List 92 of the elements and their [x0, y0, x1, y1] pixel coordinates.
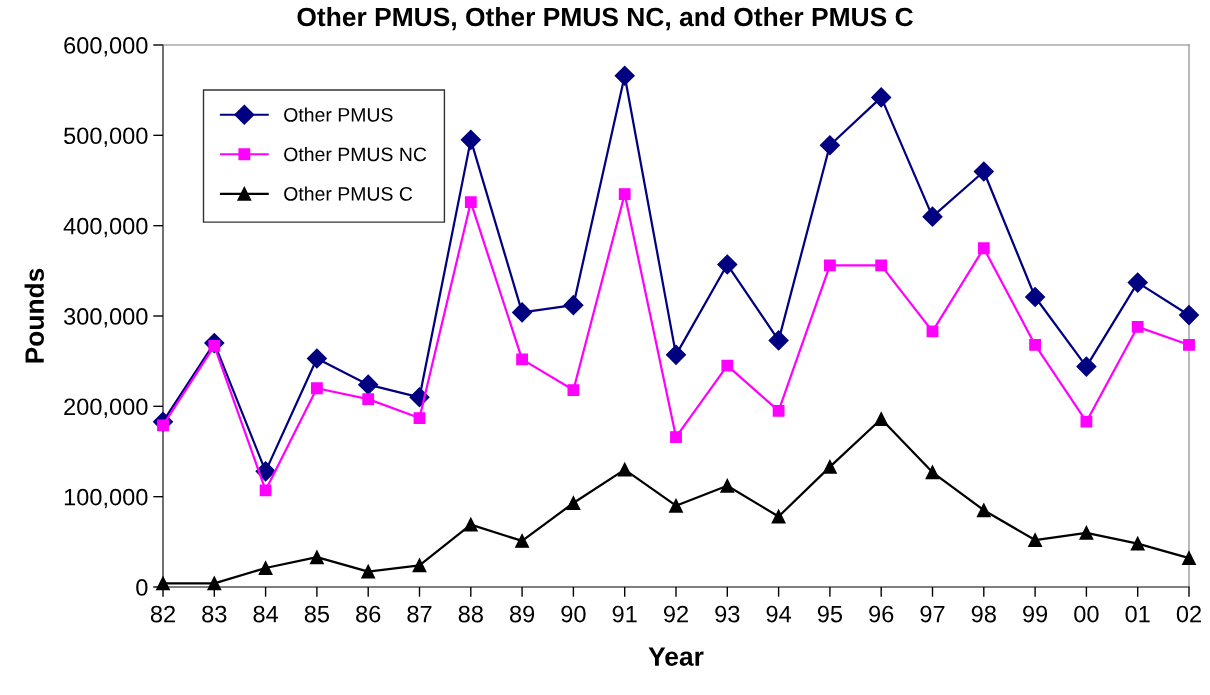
x-tick-label: 87 [407, 605, 432, 623]
y-tick-label: 100,000 [64, 488, 148, 509]
point [207, 576, 222, 591]
point [768, 330, 789, 351]
point [464, 196, 477, 209]
point [460, 129, 481, 150]
point [822, 459, 837, 474]
point [1025, 287, 1046, 308]
point [515, 533, 530, 548]
point [925, 465, 940, 480]
y-axis-title: Pounds [24, 268, 44, 363]
legend-label: Other PMUS [284, 107, 393, 122]
point [922, 206, 943, 227]
y-tick-label: 300,000 [63, 308, 148, 328]
point [258, 561, 273, 575]
point [973, 161, 994, 182]
point [255, 461, 276, 482]
x-tick-label: 00 [1074, 605, 1099, 623]
point [874, 412, 889, 426]
x-tick-label: 82 [150, 605, 175, 623]
x-axis-title: Year [648, 647, 704, 666]
point [463, 517, 478, 532]
x-tick-label: 99 [1023, 605, 1048, 623]
point [362, 393, 375, 406]
x-tick-label: 94 [766, 605, 792, 623]
y-tick-label: 0 [136, 579, 148, 596]
point [1131, 320, 1144, 333]
point [516, 353, 529, 366]
point [819, 135, 840, 156]
x-tick-label: 01 [1125, 605, 1150, 623]
y-tick-label: 200,000 [64, 398, 148, 418]
point [618, 188, 631, 200]
point [617, 462, 632, 477]
point [1029, 339, 1042, 351]
point [772, 404, 785, 417]
legend-label: Other PMUS NC [284, 146, 427, 162]
point [567, 384, 580, 396]
point [1080, 415, 1093, 428]
point [306, 348, 327, 369]
point [926, 325, 939, 338]
point [1130, 536, 1145, 551]
point [720, 478, 735, 493]
point [1028, 533, 1043, 547]
x-tick-label: 96 [869, 605, 894, 623]
point [566, 496, 581, 510]
chart-title: Other PMUS, Other PMUS NC, and Other PMUS C [297, 6, 913, 31]
point [875, 259, 888, 272]
x-tick-label: 88 [458, 605, 483, 623]
x-tick-label: 83 [202, 605, 227, 623]
point [669, 498, 683, 513]
point [310, 382, 323, 395]
x-tick-label: 93 [715, 605, 740, 623]
point [670, 431, 682, 443]
point [1079, 525, 1094, 540]
point [361, 564, 376, 579]
point [1076, 356, 1097, 377]
point [823, 259, 836, 272]
point [665, 344, 687, 365]
x-tick-label: 92 [663, 605, 688, 623]
point [156, 576, 170, 591]
point [309, 550, 324, 565]
point [512, 302, 533, 323]
x-tick-label: 90 [561, 605, 586, 623]
y-tick-label: 600,000 [64, 37, 148, 57]
point [721, 359, 734, 372]
x-tick-label: 86 [356, 605, 381, 623]
point [1183, 339, 1195, 351]
point [413, 412, 426, 424]
point [977, 242, 990, 255]
x-tick-label: 02 [1176, 605, 1201, 623]
x-tick-label: 89 [510, 605, 535, 623]
point [563, 295, 584, 316]
x-tick-label: 84 [253, 605, 279, 623]
x-tick-label: 85 [304, 605, 330, 623]
point [358, 374, 379, 395]
x-tick-label: 97 [920, 605, 945, 623]
point [412, 558, 427, 573]
point [976, 503, 991, 518]
point [259, 484, 272, 497]
point [614, 65, 635, 86]
x-tick-label: 98 [971, 605, 996, 623]
point [1182, 551, 1196, 566]
point [871, 87, 892, 108]
y-tick-label: 500,000 [64, 127, 148, 147]
x-tick-label: 95 [817, 605, 843, 623]
point [771, 509, 786, 524]
point [1178, 305, 1200, 326]
y-tick-label: 400,000 [63, 217, 148, 238]
x-tick-label: 91 [612, 605, 637, 623]
point [1127, 272, 1148, 293]
legend-label: Other PMUS C [284, 186, 413, 201]
point [717, 254, 738, 275]
